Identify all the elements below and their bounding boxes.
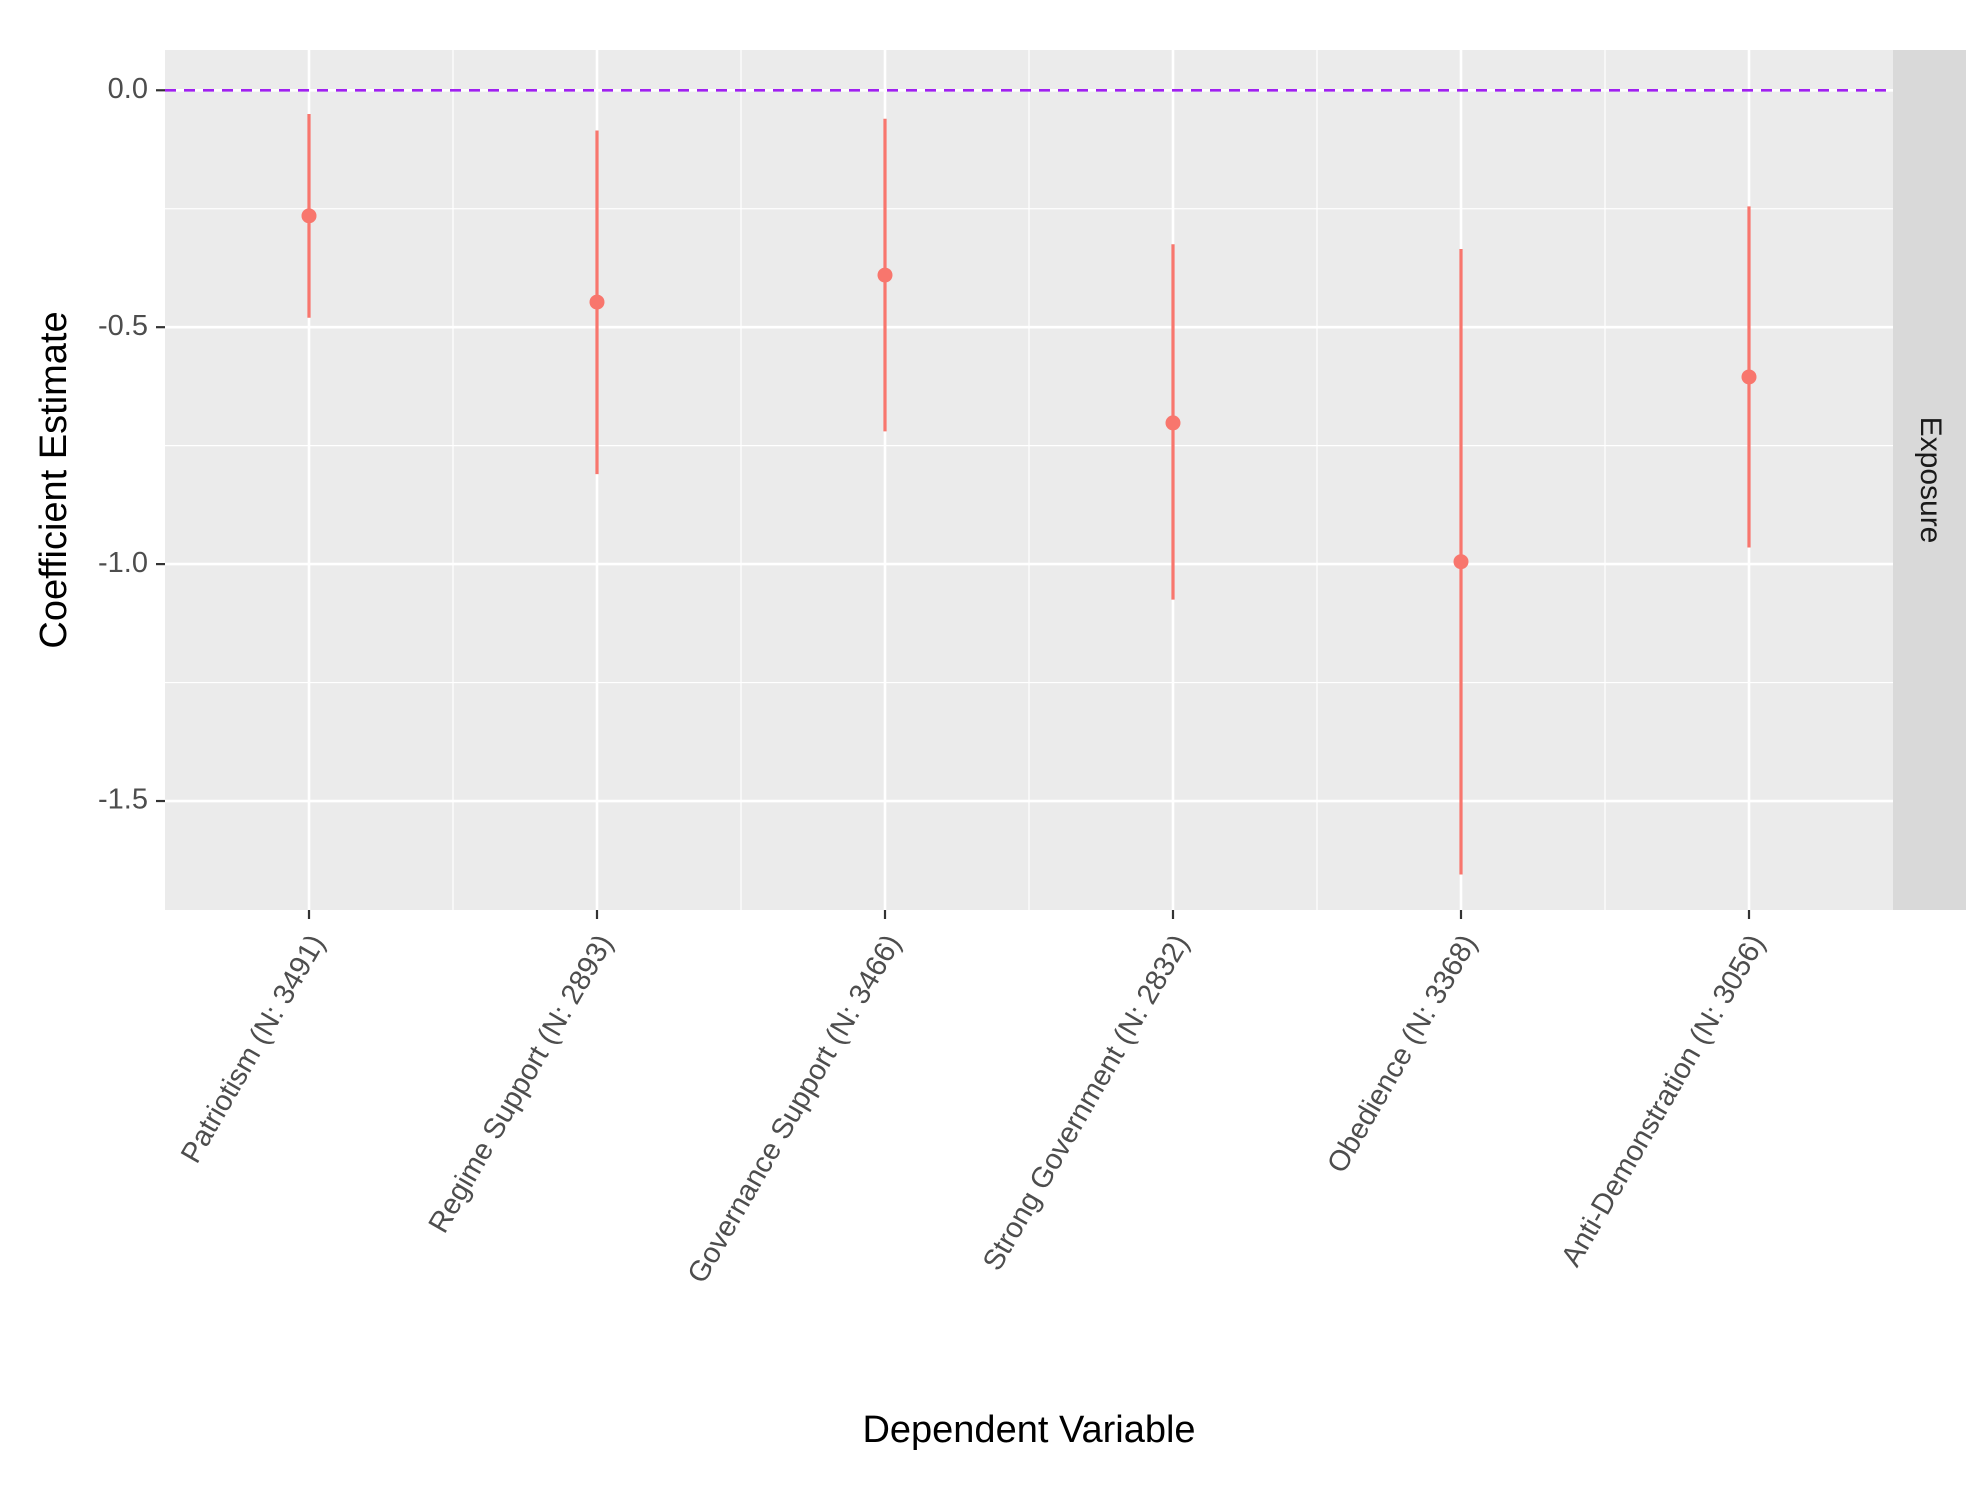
x-axis-ticks: Patriotism (N: 3491) Regime Support (N: 2… [175,910,1772,1289]
y-tick-label: -0.5 [98,310,148,342]
minor-gridlines [165,50,1893,910]
estimate-point [301,208,317,224]
y-axis-ticks: 0.0 -0.5 -1.0 -1.5 [98,73,165,816]
estimate-point [589,294,605,310]
y-tick-label: 0.0 [108,73,148,105]
x-tick-label: Patriotism (N: 3491) [175,929,332,1168]
estimate-point [1453,554,1469,570]
y-tick-label: -1.0 [98,547,148,579]
x-tick-label: Obedience (N: 3368) [1321,929,1483,1178]
x-tick-label: Regime Support (N: 2893) [423,929,620,1238]
x-tick-label: Strong Government (N: 2832) [977,929,1196,1276]
facet-strip [1893,50,1966,910]
x-tick-label: Governance Support (N: 3466) [682,929,908,1288]
x-axis-title: Dependent Variable [862,1409,1195,1451]
estimate-point [877,267,893,283]
facet-label: Exposure [1914,417,1947,544]
y-axis-title: Coefficient Estimate [33,311,75,648]
estimate-points [301,208,1757,570]
y-tick-label: -1.5 [98,784,148,816]
x-tick-label: Anti-Demonstration (N: 3056) [1555,929,1771,1272]
estimate-point [1741,369,1757,385]
estimate-point [1165,415,1181,431]
